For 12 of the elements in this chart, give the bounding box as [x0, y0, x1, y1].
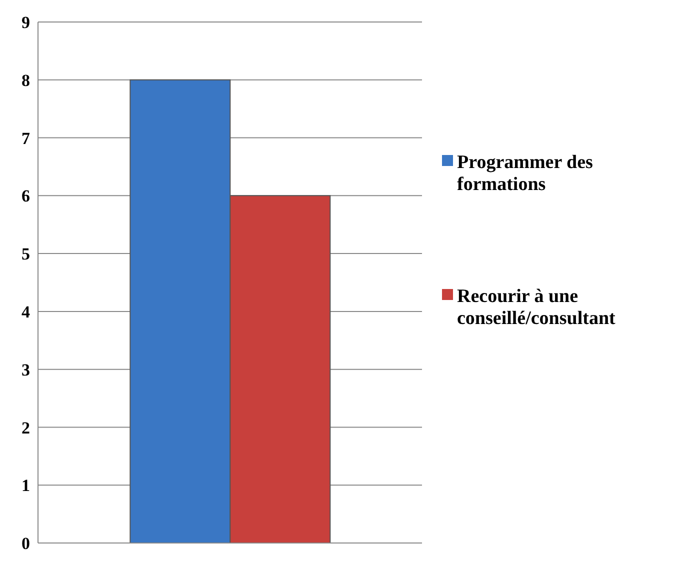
y-tick-label: 3 [22, 360, 30, 380]
y-tick-label: 1 [22, 476, 30, 496]
y-tick-label: 5 [22, 244, 30, 264]
y-tick-label: 8 [22, 70, 30, 90]
legend-label: Programmer des formations [457, 152, 594, 196]
legend-label: Recourir à une conseillé/consultant [457, 286, 616, 330]
y-tick-label: 2 [22, 418, 30, 438]
y-tick-label: 6 [22, 186, 30, 206]
y-tick-label: 7 [22, 128, 30, 148]
y-tick-label: 0 [22, 534, 30, 554]
y-tick-label: 4 [22, 302, 30, 322]
y-tick-label: 9 [22, 13, 30, 32]
